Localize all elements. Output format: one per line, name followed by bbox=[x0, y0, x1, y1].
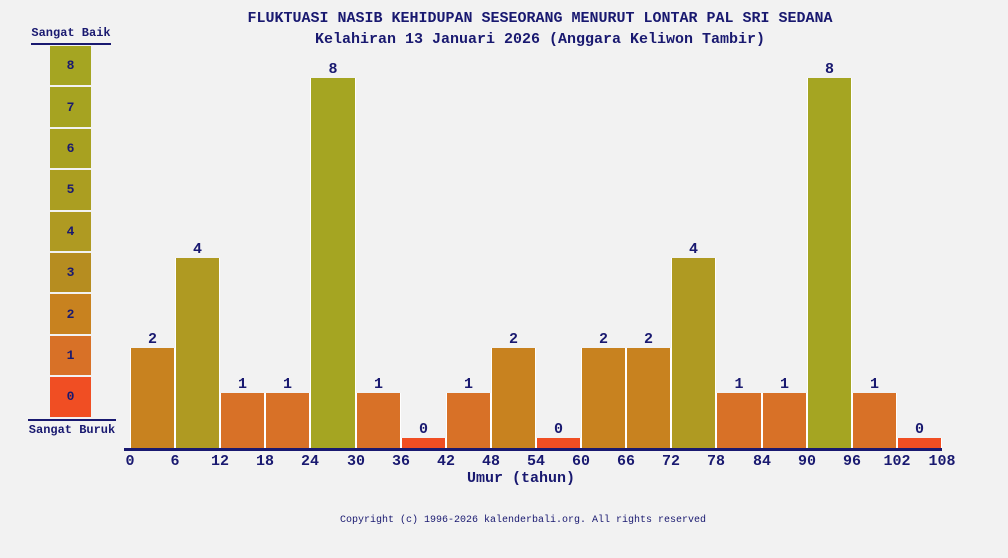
bar-age-96-102 bbox=[852, 393, 897, 448]
bar-age-60-66 bbox=[581, 348, 626, 448]
bar-age-66-72 bbox=[626, 348, 671, 448]
x-tick-label-90: 90 bbox=[797, 453, 817, 470]
x-tick-label-18: 18 bbox=[255, 453, 275, 470]
legend-cell-4: 4 bbox=[50, 211, 91, 251]
x-tick-label-0: 0 bbox=[125, 453, 135, 470]
bar-age-36-42 bbox=[401, 438, 446, 448]
legend-worst-label: Sangat Buruk bbox=[28, 423, 116, 437]
x-tick-label-42: 42 bbox=[436, 453, 456, 470]
x-tick-label-48: 48 bbox=[481, 453, 501, 470]
bar-value-label: 2 bbox=[508, 331, 518, 348]
legend-top-divider bbox=[31, 43, 111, 45]
bar-value-label: 8 bbox=[824, 61, 834, 78]
bar-age-84-90 bbox=[762, 393, 807, 448]
bar-value-label: 2 bbox=[643, 331, 653, 348]
bar-age-54-60 bbox=[536, 438, 581, 448]
chart-title: FLUKTUASI NASIB KEHIDUPAN SESEORANG MENU… bbox=[247, 10, 833, 27]
bar-value-label: 1 bbox=[869, 376, 879, 393]
bar-value-label: 1 bbox=[779, 376, 789, 393]
bar-value-label: 2 bbox=[147, 331, 157, 348]
bar-age-90-96 bbox=[807, 78, 852, 448]
legend-bottom-divider bbox=[28, 419, 116, 421]
x-axis-line bbox=[124, 448, 942, 451]
bar-value-label: 0 bbox=[418, 421, 428, 438]
x-tick-label-54: 54 bbox=[526, 453, 546, 470]
x-tick-label-102: 102 bbox=[883, 453, 911, 470]
bar-value-label: 0 bbox=[914, 421, 924, 438]
x-axis-ticks: 0 6 12 18 24 30 36 42 48 54 60 66 72 78 84 90 96 102 108 bbox=[125, 453, 955, 470]
legend-cell-8: 8 bbox=[50, 46, 91, 86]
x-tick-label-108: 108 bbox=[928, 453, 956, 470]
bar-value-label: 1 bbox=[463, 376, 473, 393]
plot-area: 2 4 1 1 8 1 0 1 2 0 2 2 4 1 1 8 1 0 bbox=[130, 0, 942, 448]
bar-age-30-36 bbox=[356, 393, 401, 448]
bar-value-label: 2 bbox=[598, 331, 608, 348]
bar-age-24-30 bbox=[310, 78, 356, 448]
bar-value-label: 1 bbox=[282, 376, 292, 393]
legend-cell-6: 6 bbox=[50, 128, 91, 169]
x-tick-label-72: 72 bbox=[661, 453, 681, 470]
bar-value-label: 1 bbox=[237, 376, 247, 393]
bar-age-6-12 bbox=[175, 258, 220, 448]
x-axis-title: Umur (tahun) bbox=[466, 470, 576, 487]
legend-cell-3: 3 bbox=[50, 252, 91, 293]
bar-value-label: 4 bbox=[688, 241, 698, 258]
bar-age-48-54 bbox=[491, 348, 536, 448]
bar-age-12-18 bbox=[220, 393, 265, 448]
bar-value-label: 4 bbox=[192, 241, 202, 258]
bar-age-78-84 bbox=[716, 393, 762, 448]
bar-value-label: 0 bbox=[553, 421, 563, 438]
bar-value-label: 8 bbox=[328, 61, 338, 78]
x-tick-label-96: 96 bbox=[842, 453, 862, 470]
bar-age-0-6 bbox=[130, 348, 175, 448]
x-tick-label-36: 36 bbox=[391, 453, 411, 470]
bar-age-102-108 bbox=[897, 438, 942, 448]
legend-best-label: Sangat Baik bbox=[31, 26, 111, 40]
legend-cell-1: 1 bbox=[50, 335, 91, 376]
x-tick-label-66: 66 bbox=[616, 453, 636, 470]
x-tick-label-84: 84 bbox=[752, 453, 772, 470]
x-tick-label-30: 30 bbox=[346, 453, 366, 470]
x-tick-label-6: 6 bbox=[170, 453, 180, 470]
x-tick-label-24: 24 bbox=[300, 453, 320, 470]
bar-value-label: 1 bbox=[373, 376, 383, 393]
legend-cell-0: 0 bbox=[50, 377, 91, 417]
bar-age-72-78 bbox=[671, 258, 716, 448]
bar-age-18-24 bbox=[265, 393, 310, 448]
x-tick-label-12: 12 bbox=[210, 453, 230, 470]
x-tick-label-60: 60 bbox=[571, 453, 591, 470]
legend-cell-2: 2 bbox=[50, 294, 91, 334]
bar-age-42-48 bbox=[446, 393, 491, 448]
legend-cell-5: 5 bbox=[50, 170, 91, 210]
x-tick-label-78: 78 bbox=[706, 453, 726, 470]
legend-cell-7: 7 bbox=[50, 87, 91, 127]
chart-subtitle: Kelahiran 13 Januari 2026 (Anggara Keliw… bbox=[314, 31, 766, 48]
bar-value-label: 1 bbox=[734, 376, 744, 393]
copyright-text: Copyright (c) 1996-2026 kalenderbali.org… bbox=[339, 515, 707, 526]
